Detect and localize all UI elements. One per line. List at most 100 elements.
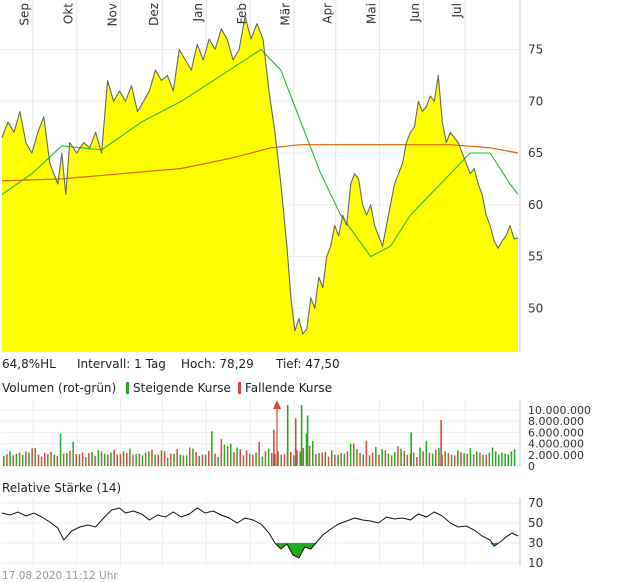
volume-bar-down — [315, 454, 317, 466]
volume-bar-up — [21, 454, 24, 466]
volume-bar-up — [349, 443, 352, 466]
volume-clip-arrow — [273, 400, 281, 466]
month-label: Sep — [18, 3, 32, 26]
volume-bar-down — [18, 452, 21, 466]
price-area — [2, 16, 518, 353]
volume-bar-up — [47, 454, 49, 466]
volume-bar-up — [59, 433, 62, 466]
volume-bar-up — [419, 447, 421, 466]
volume-bar-down — [472, 454, 475, 466]
volume-bar-down — [157, 454, 159, 466]
volume-bar-up — [211, 431, 213, 466]
volume-bar-up — [293, 455, 295, 466]
volume-bar-up — [179, 454, 182, 466]
rsi-plot — [1, 507, 519, 559]
volume-bar-down — [479, 452, 481, 466]
volume-bar-down — [126, 453, 128, 466]
volume-bar-down — [233, 452, 235, 466]
price-tick-label: 50 — [528, 301, 543, 315]
volume-bar-up — [154, 454, 156, 466]
volume-bar-down — [245, 450, 248, 466]
volume-bar-up — [230, 443, 232, 466]
volume-bar-up — [501, 452, 503, 466]
volume-bar-up — [438, 448, 440, 466]
volume-bar-down — [189, 447, 191, 466]
price-tick-label: 60 — [528, 198, 543, 212]
month-label: Mai — [364, 3, 378, 24]
volume-bar-up — [141, 455, 144, 466]
volume-bar-down — [334, 454, 336, 466]
volume-bar-up — [15, 453, 18, 466]
volume-bar-up — [482, 454, 484, 466]
month-label: Jun — [408, 3, 422, 23]
volume-bar-down — [75, 454, 77, 466]
volume-bar-down — [132, 454, 134, 466]
volume-bar-up — [198, 455, 200, 466]
volume-bar-up — [450, 454, 453, 466]
volume-bar-up — [204, 454, 207, 466]
volume-bar-up — [286, 405, 289, 466]
high-stat: Hoch: 78,29 — [181, 357, 254, 371]
rsi-tick-label: 70 — [528, 496, 543, 510]
volume-bar-down — [384, 450, 387, 466]
volume-bar-up — [431, 453, 434, 466]
volume-bar-up — [249, 453, 251, 466]
volume-bar-up — [463, 453, 465, 466]
volume-bar-up — [9, 451, 11, 466]
volume-bar-down — [371, 452, 374, 466]
volume-tick-label: 8.000.000 — [528, 415, 584, 428]
volume-bar-up — [300, 405, 303, 466]
month-label: Okt — [62, 3, 76, 24]
legend-up-label: Steigende Kurse — [133, 381, 231, 395]
volume-bar-down — [308, 445, 311, 466]
price-tick-label: 65 — [528, 146, 543, 160]
volume-bar-up — [91, 452, 93, 466]
rsi-line — [1, 507, 519, 559]
volume-bar-up — [444, 451, 446, 466]
volume-bar-up — [469, 448, 472, 466]
volume-bar-up — [476, 451, 478, 466]
price-plot — [1, 15, 519, 353]
volume-bar-down — [176, 449, 178, 466]
volume-bar-up — [362, 454, 364, 466]
volume-tick-label: 0 — [528, 460, 535, 473]
month-label: Apr — [321, 3, 335, 24]
volume-bar-down — [416, 457, 418, 466]
volume-bar-down — [69, 450, 71, 466]
volume-bar-up — [318, 453, 320, 466]
volume-bar-down — [214, 453, 216, 466]
volume-bar-down — [294, 418, 297, 466]
volume-bar-up — [28, 452, 30, 466]
volume-bar-down — [56, 455, 59, 466]
volume-bar-up — [381, 449, 383, 466]
volume-bar-up — [223, 444, 226, 466]
volume-bar-up — [129, 448, 131, 466]
timestamp: 17.08.2020 11:12 Uhr — [2, 570, 118, 582]
volume-bar-up — [513, 449, 516, 466]
volume-tick-label: 4.000.000 — [528, 438, 584, 451]
volume-bar-down — [435, 449, 437, 466]
volume-bar-up — [337, 454, 339, 466]
price-tick-label: 55 — [528, 250, 543, 264]
rsi-oversold-area — [269, 543, 317, 558]
volume-bar-down — [277, 451, 279, 466]
volume-bar-down — [283, 454, 286, 466]
volume-bar-up — [457, 450, 459, 466]
volume-bar-up — [356, 449, 358, 466]
rsi-y-axis: 70 50 30 10 — [528, 496, 543, 570]
volume-bar-up — [368, 455, 371, 466]
volume-bar-down — [440, 420, 442, 466]
volume-bar-up — [167, 457, 169, 466]
volume-bar-down — [25, 451, 27, 466]
volume-bar-up — [324, 452, 327, 466]
month-label: Jul — [450, 3, 464, 18]
rsi-title: Relative Stärke (14) — [2, 481, 121, 495]
volume-bar-down — [403, 450, 405, 466]
volume-bar-down — [119, 454, 122, 466]
volume-bar-up — [494, 451, 497, 466]
price-tick-label: 75 — [528, 43, 543, 57]
volume-bar-up — [510, 451, 513, 466]
volume-bar-down — [144, 452, 147, 466]
hl-stat: 64,8%HL — [2, 357, 56, 371]
